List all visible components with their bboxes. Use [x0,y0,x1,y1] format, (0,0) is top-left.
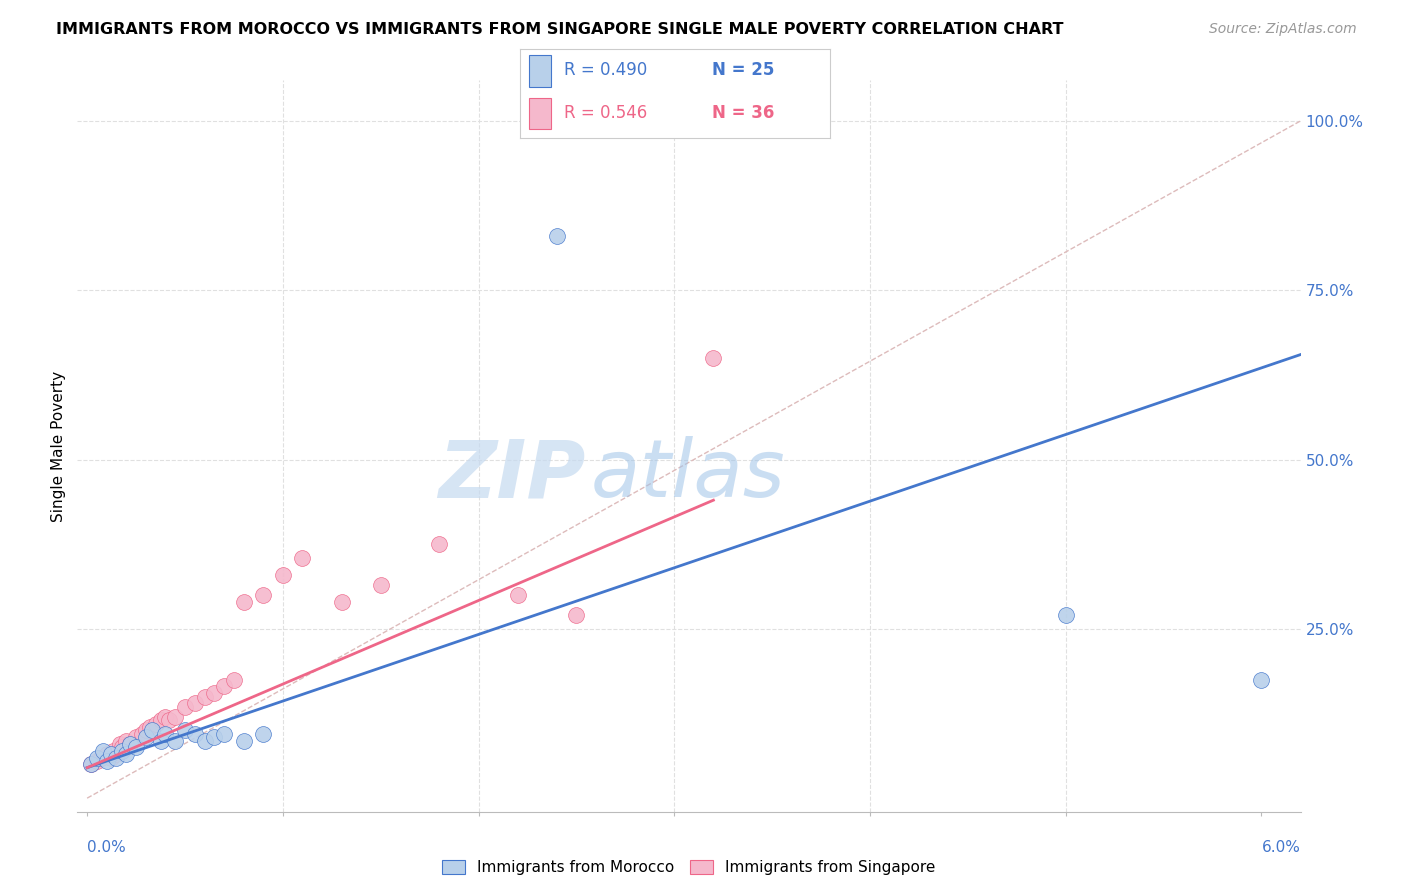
Point [1250,673,1272,687]
Point [546,229,568,244]
Point [105,750,128,764]
Point [184,727,207,741]
Point [120,737,142,751]
Point [157,714,180,728]
Point [1054,608,1077,623]
Text: ZIP: ZIP [437,436,585,515]
Point [125,730,148,744]
Point [429,537,451,551]
Point [150,733,173,747]
Point [100,747,122,761]
Point [100,750,122,764]
Point [111,740,134,755]
Bar [530,98,551,129]
Point [202,730,225,744]
Point [506,588,529,602]
Point [145,716,167,731]
Point [80,757,103,772]
Point [125,740,148,755]
Point [110,737,132,751]
Text: Source: ZipAtlas.com: Source: ZipAtlas.com [1209,22,1357,37]
Point [105,747,128,761]
Point [90,750,112,764]
Point [222,673,245,687]
Text: R = 0.490: R = 0.490 [564,62,647,79]
Text: 6.0%: 6.0% [1261,840,1301,855]
Point [115,747,138,761]
Point [702,351,724,365]
Point [165,710,187,724]
Point [96,747,118,761]
Legend: Immigrants from Morocco, Immigrants from Singapore: Immigrants from Morocco, Immigrants from… [436,854,942,881]
Point [212,680,235,694]
Point [252,727,274,741]
Point [80,757,103,772]
Point [131,727,153,741]
Point [202,686,225,700]
Text: R = 0.546: R = 0.546 [564,104,647,122]
Text: 0.0%: 0.0% [87,840,127,855]
Point [86,750,108,764]
Point [165,733,187,747]
Point [135,723,157,738]
Point [330,595,353,609]
Y-axis label: Single Male Poverty: Single Male Poverty [51,370,66,522]
Point [232,733,254,747]
Point [193,690,215,704]
Point [291,550,314,565]
Point [91,744,114,758]
Bar [530,55,551,87]
Point [111,744,134,758]
Point [370,578,392,592]
Point [139,720,162,734]
Point [86,754,108,768]
Point [135,730,157,744]
Point [193,733,215,747]
Text: IMMIGRANTS FROM MOROCCO VS IMMIGRANTS FROM SINGAPORE SINGLE MALE POVERTY CORRELA: IMMIGRANTS FROM MOROCCO VS IMMIGRANTS FR… [56,22,1064,37]
Point [155,710,177,724]
Text: N = 25: N = 25 [711,62,775,79]
Point [174,699,197,714]
Text: atlas: atlas [591,436,786,515]
Point [141,723,163,738]
Point [115,733,138,747]
Point [96,754,118,768]
Point [174,723,197,738]
Point [232,595,254,609]
Point [252,588,274,602]
Point [184,697,207,711]
Point [271,567,294,582]
Point [155,727,177,741]
Point [565,608,588,623]
Text: N = 36: N = 36 [711,104,775,122]
Point [120,737,142,751]
Point [150,714,173,728]
Point [212,727,235,741]
Point [101,744,124,758]
